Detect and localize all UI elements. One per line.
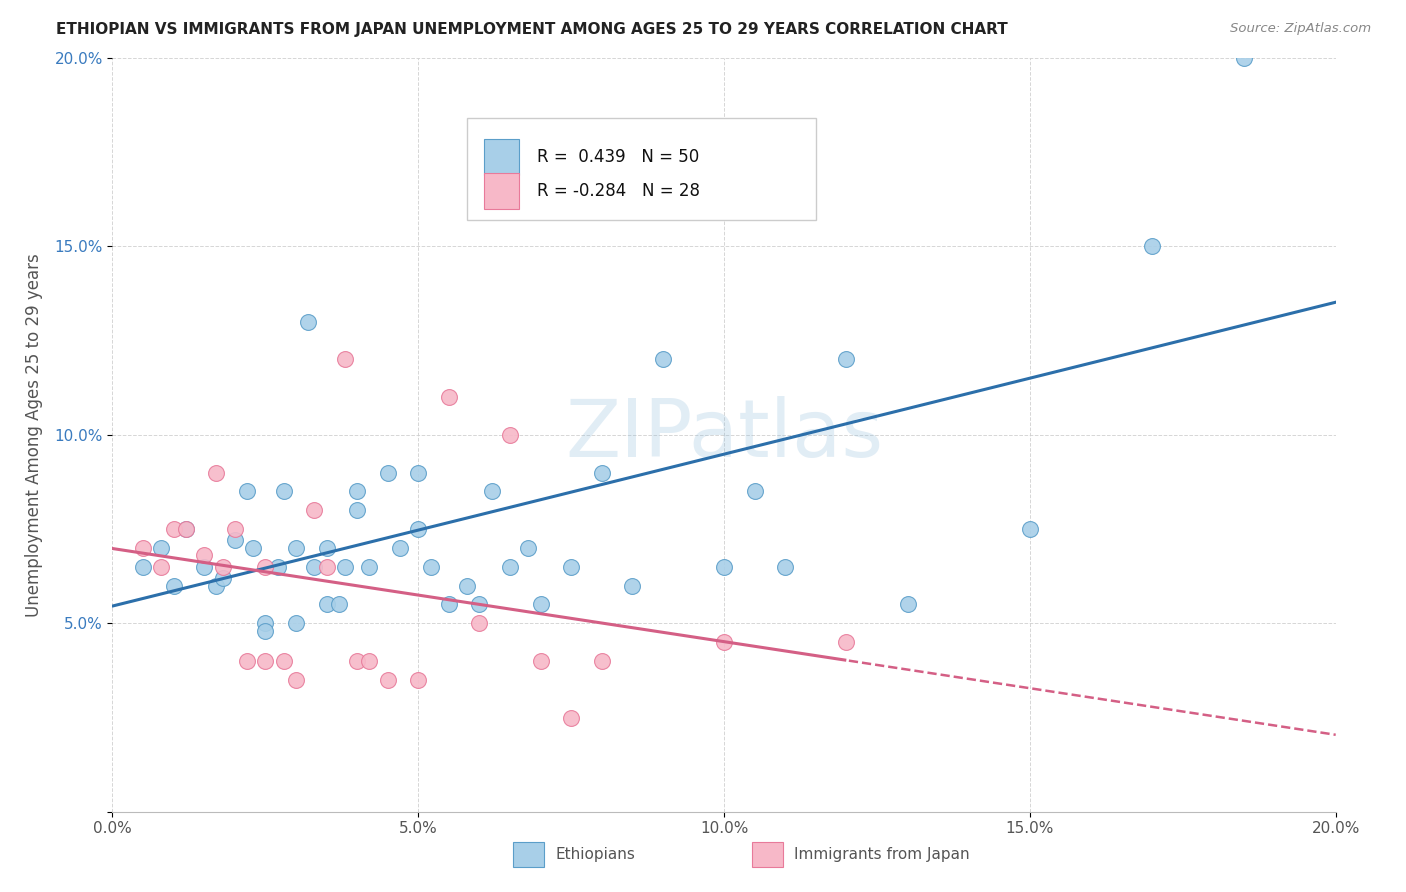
Point [224,533,246,548]
Point [408,673,430,687]
Point [456,578,478,592]
Point [1233,51,1256,65]
Point [284,616,308,631]
Point [346,484,368,499]
Point [205,578,228,592]
Point [132,559,155,574]
Point [224,522,246,536]
Point [193,559,215,574]
Text: Ethiopians: Ethiopians [555,847,636,862]
Point [499,427,522,442]
Point [211,571,233,585]
Text: Immigrants from Japan: Immigrants from Japan [794,847,970,862]
Point [304,503,326,517]
Point [744,484,766,499]
Point [333,559,356,574]
Point [530,654,553,668]
Point [468,616,491,631]
Point [150,559,173,574]
Point [652,352,675,367]
Point [163,578,186,592]
Point [835,352,858,367]
Point [682,202,704,216]
Text: R = -0.284   N = 28: R = -0.284 N = 28 [537,182,700,200]
Point [713,635,735,649]
Point [315,541,337,555]
Point [193,549,215,563]
Point [468,598,491,612]
Point [150,541,173,555]
FancyBboxPatch shape [484,172,519,209]
Point [254,624,277,638]
Point [328,598,350,612]
Point [236,654,259,668]
Point [333,352,356,367]
Point [359,559,381,574]
Y-axis label: Unemployment Among Ages 25 to 29 years: Unemployment Among Ages 25 to 29 years [25,253,44,616]
Point [1018,522,1040,536]
Text: R =  0.439   N = 50: R = 0.439 N = 50 [537,148,699,166]
Point [254,616,277,631]
Point [346,503,368,517]
Point [359,654,381,668]
FancyBboxPatch shape [484,138,519,175]
Text: Source: ZipAtlas.com: Source: ZipAtlas.com [1230,22,1371,36]
Point [560,559,582,574]
Point [254,654,277,668]
Point [408,466,430,480]
Text: ETHIOPIAN VS IMMIGRANTS FROM JAPAN UNEMPLOYMENT AMONG AGES 25 TO 29 YEARS CORREL: ETHIOPIAN VS IMMIGRANTS FROM JAPAN UNEMP… [56,22,1008,37]
Point [284,673,308,687]
Point [481,484,503,499]
Point [388,541,411,555]
Point [297,315,319,329]
Point [163,522,186,536]
Point [517,541,540,555]
Point [591,466,613,480]
Point [1142,239,1164,253]
Point [211,559,233,574]
Point [419,559,441,574]
Point [132,541,155,555]
FancyBboxPatch shape [467,119,815,220]
Point [315,598,337,612]
Point [530,598,553,612]
Point [273,654,295,668]
Point [205,466,228,480]
Point [236,484,259,499]
Text: ZIPatlas: ZIPatlas [565,396,883,474]
Point [273,484,295,499]
Point [254,559,277,574]
Point [835,635,858,649]
Point [499,559,522,574]
Point [242,541,264,555]
Point [346,654,368,668]
Point [408,522,430,536]
Point [174,522,197,536]
Point [897,598,920,612]
Point [775,559,797,574]
Point [560,710,582,724]
Point [377,466,399,480]
Point [377,673,399,687]
Point [713,559,735,574]
Point [315,559,337,574]
Point [174,522,197,536]
Point [437,390,460,404]
Point [266,559,288,574]
Point [621,578,644,592]
Point [437,598,460,612]
Point [284,541,308,555]
Point [591,654,613,668]
Point [304,559,326,574]
